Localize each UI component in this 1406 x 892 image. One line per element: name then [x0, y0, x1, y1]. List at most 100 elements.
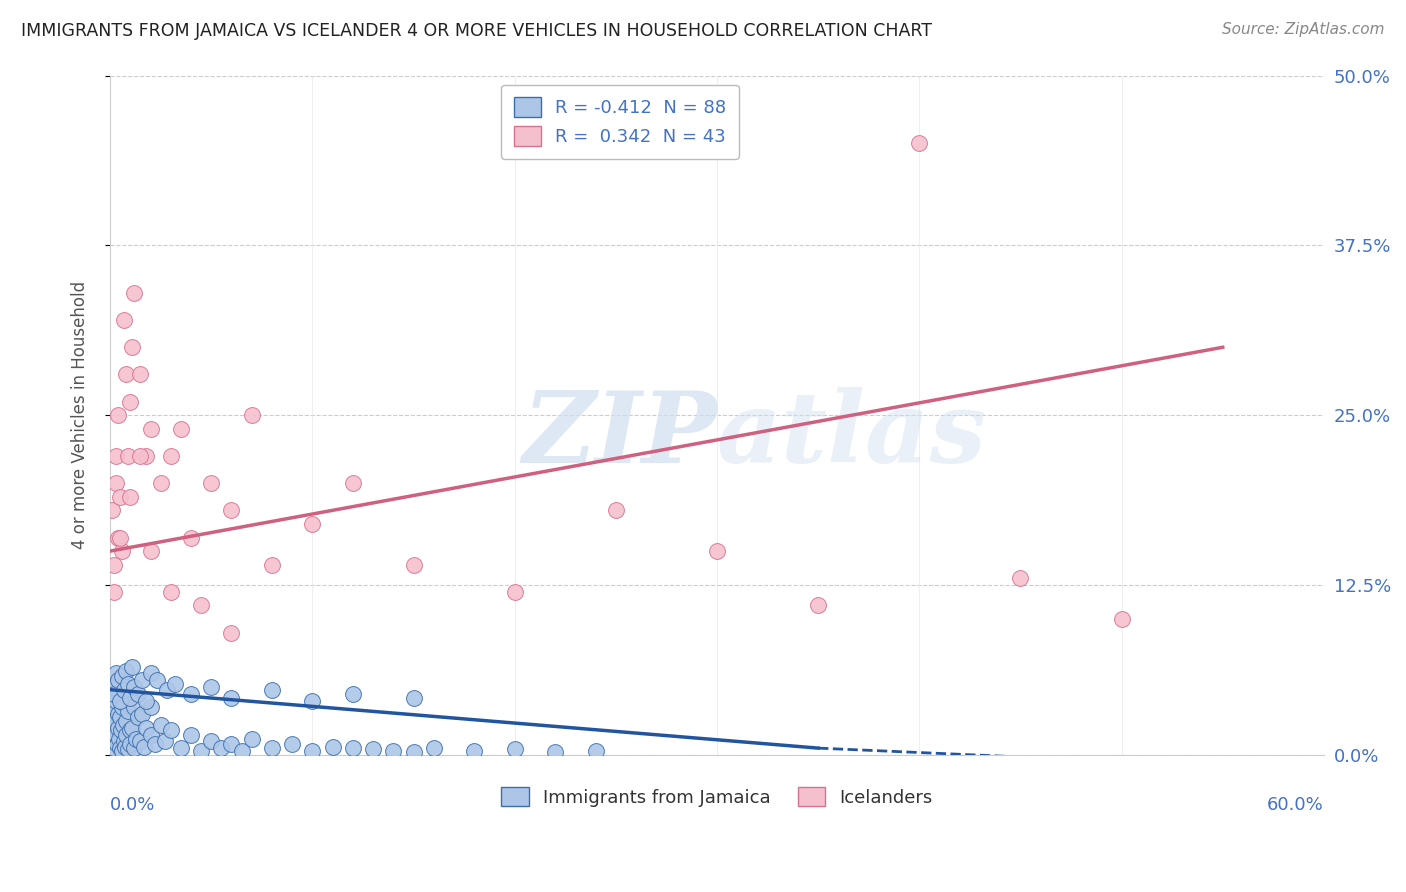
Point — [139, 544, 162, 558]
Point — [107, 673, 129, 688]
Point — [156, 682, 179, 697]
Point — [103, 741, 125, 756]
Point — [121, 659, 143, 673]
Point — [114, 739, 136, 754]
Point — [145, 673, 167, 688]
Point — [129, 368, 152, 382]
Point — [134, 739, 156, 754]
Point — [129, 449, 152, 463]
Point — [1010, 571, 1032, 585]
Point — [402, 690, 425, 705]
Point — [112, 682, 135, 697]
Point — [342, 741, 364, 756]
Point — [231, 744, 253, 758]
Point — [322, 739, 344, 754]
Point — [382, 744, 405, 758]
Point — [159, 585, 181, 599]
Point — [120, 723, 142, 738]
Point — [585, 744, 607, 758]
Point — [111, 669, 134, 683]
Point — [120, 394, 142, 409]
Point — [107, 531, 129, 545]
Point — [260, 682, 283, 697]
Point — [281, 737, 304, 751]
Text: 0.0%: 0.0% — [110, 796, 156, 814]
Point — [101, 680, 124, 694]
Point — [221, 503, 243, 517]
Point — [190, 744, 212, 758]
Point — [908, 136, 931, 151]
Point — [112, 734, 135, 748]
Point — [260, 558, 283, 572]
Point — [120, 490, 142, 504]
Text: IMMIGRANTS FROM JAMAICA VS ICELANDER 4 OR MORE VEHICLES IN HOUSEHOLD CORRELATION: IMMIGRANTS FROM JAMAICA VS ICELANDER 4 O… — [21, 22, 932, 40]
Point — [107, 408, 129, 422]
Text: atlas: atlas — [717, 387, 987, 483]
Point — [240, 731, 263, 746]
Point — [103, 687, 125, 701]
Point — [149, 476, 172, 491]
Point — [135, 721, 157, 735]
Point — [153, 734, 176, 748]
Point — [139, 422, 162, 436]
Point — [107, 707, 129, 722]
Point — [112, 313, 135, 327]
Point — [159, 723, 181, 738]
Point — [127, 710, 149, 724]
Point — [115, 664, 138, 678]
Point — [463, 744, 485, 758]
Point — [544, 745, 567, 759]
Point — [107, 721, 129, 735]
Text: 60.0%: 60.0% — [1267, 796, 1324, 814]
Point — [301, 744, 323, 758]
Point — [260, 741, 283, 756]
Point — [159, 449, 181, 463]
Point — [135, 449, 157, 463]
Text: ZIP: ZIP — [522, 387, 717, 483]
Point — [170, 741, 193, 756]
Point — [170, 422, 193, 436]
Point — [108, 490, 131, 504]
Point — [104, 714, 127, 728]
Point — [120, 737, 142, 751]
Point — [111, 744, 134, 758]
Point — [200, 680, 222, 694]
Point — [115, 368, 138, 382]
Point — [221, 625, 243, 640]
Point — [221, 737, 243, 751]
Point — [121, 721, 143, 735]
Point — [105, 449, 128, 463]
Point — [605, 503, 627, 517]
Point — [129, 734, 152, 748]
Point — [139, 700, 162, 714]
Point — [103, 700, 125, 714]
Point — [105, 727, 128, 741]
Point — [200, 476, 222, 491]
Point — [121, 340, 143, 354]
Point — [103, 558, 125, 572]
Point — [143, 737, 166, 751]
Point — [101, 721, 124, 735]
Point — [124, 741, 146, 756]
Point — [139, 727, 162, 741]
Point — [240, 408, 263, 422]
Point — [221, 690, 243, 705]
Point — [110, 723, 132, 738]
Point — [124, 680, 146, 694]
Point — [301, 516, 323, 531]
Y-axis label: 4 or more Vehicles in Household: 4 or more Vehicles in Household — [72, 281, 89, 549]
Text: Source: ZipAtlas.com: Source: ZipAtlas.com — [1222, 22, 1385, 37]
Point — [503, 585, 526, 599]
Point — [111, 700, 134, 714]
Point — [120, 690, 142, 705]
Point — [706, 544, 728, 558]
Point — [139, 666, 162, 681]
Point — [108, 693, 131, 707]
Point — [342, 476, 364, 491]
Point — [180, 727, 202, 741]
Point — [103, 585, 125, 599]
Point — [112, 718, 135, 732]
Point — [180, 687, 202, 701]
Point — [108, 710, 131, 724]
Point — [149, 718, 172, 732]
